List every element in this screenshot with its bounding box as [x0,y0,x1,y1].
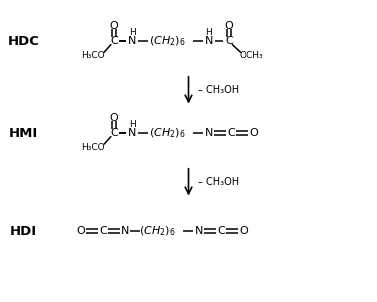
Text: N: N [205,128,213,138]
Text: O: O [249,128,258,138]
Text: N: N [195,226,203,236]
Text: HMI: HMI [9,127,38,140]
Text: $(CH_2)_6$: $(CH_2)_6$ [149,127,185,140]
Text: – CH₃OH: – CH₃OH [198,85,239,95]
Text: O: O [110,113,119,123]
Text: O: O [77,226,85,236]
Text: H: H [129,28,135,37]
Text: H₃CO: H₃CO [81,143,104,152]
Text: H₃CO: H₃CO [81,51,104,60]
Text: N: N [128,36,136,46]
Text: N: N [121,226,130,236]
Text: $(CH_2)_6$: $(CH_2)_6$ [149,34,185,48]
Text: C: C [217,226,225,236]
Text: H: H [205,28,212,37]
Text: C: C [225,36,233,46]
Text: C: C [99,226,107,236]
Text: O: O [239,226,248,236]
Text: N: N [205,36,213,46]
Text: N: N [128,128,136,138]
Text: O: O [225,21,233,31]
Text: C: C [227,128,235,138]
Text: O: O [110,21,119,31]
Text: HDC: HDC [7,35,39,48]
Text: OCH₃: OCH₃ [239,51,263,60]
Text: – CH₃OH: – CH₃OH [198,177,239,187]
Text: $(CH_2)_6$: $(CH_2)_6$ [139,224,176,238]
Text: H: H [129,120,135,129]
Text: C: C [110,36,118,46]
Text: C: C [110,128,118,138]
Text: HDI: HDI [10,225,37,238]
